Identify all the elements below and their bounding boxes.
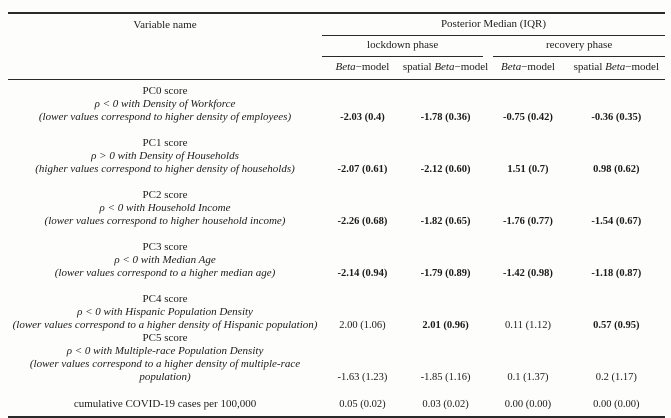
variable-correlation: ρ < 0 with Hispanic Population Density bbox=[77, 306, 253, 318]
spacer-cell bbox=[8, 50, 322, 57]
variable-correlation: ρ < 0 with Multiple-race Population Dens… bbox=[66, 345, 264, 357]
model-name-part: Beta bbox=[434, 61, 455, 73]
model-name-part: −model bbox=[521, 61, 555, 73]
value-recovery-beta: 1.51 (0.7) bbox=[507, 164, 549, 175]
model-name-part: Beta bbox=[335, 61, 356, 73]
column-header-lockdown-spatial-beta-model: spatial Beta−model bbox=[403, 57, 488, 79]
mid-rule bbox=[8, 79, 665, 80]
variable-note: (lower values correspond to higher densi… bbox=[38, 111, 292, 123]
model-name-part: spatial bbox=[402, 61, 435, 73]
value-lockdown-spatial-beta: -1.85 (1.16) bbox=[420, 372, 471, 383]
value-recovery-spatial-beta: 0.57 (0.95) bbox=[593, 320, 640, 331]
variable-correlation: ρ > 0 with Density of Households bbox=[91, 150, 239, 162]
value-recovery-spatial-beta: 0.2 (1.17) bbox=[595, 372, 637, 383]
column-header-posterior-median-iqr: Posterior Median (IQR) bbox=[322, 14, 665, 36]
table-row-pc2: PC2 score ρ < 0 with Household Income (l… bbox=[8, 189, 665, 228]
value-lockdown-beta: -2.03 (0.4) bbox=[340, 112, 385, 123]
table-row-cumulative-cases: cumulative COVID-19 cases per 100,000 0.… bbox=[8, 398, 665, 411]
model-name-part: −model bbox=[625, 61, 659, 73]
table-row-pc1: PC1 score ρ > 0 with Density of Househol… bbox=[8, 137, 665, 176]
spacer-cell bbox=[8, 70, 322, 79]
variable-note: (lower values correspond to a higher med… bbox=[54, 267, 276, 279]
value-lockdown-spatial-beta: -1.82 (0.65) bbox=[420, 216, 471, 227]
value-recovery-spatial-beta: -1.54 (0.67) bbox=[591, 216, 642, 227]
variable-correlation: ρ < 0 with Density of Workforce bbox=[94, 98, 236, 110]
variable-cell: PC5 score ρ < 0 with Multiple-race Popul… bbox=[8, 332, 322, 384]
variable-note: (lower values correspond to a higher den… bbox=[29, 358, 301, 383]
variable-title: PC4 score bbox=[142, 293, 188, 305]
header-row-phases: lockdown phase recovery phase bbox=[8, 36, 665, 57]
table-row-pc5: PC5 score ρ < 0 with Multiple-race Popul… bbox=[8, 332, 665, 384]
column-header-lockdown-beta-model: Beta−model bbox=[322, 57, 403, 79]
value-recovery-spatial-beta: -1.18 (0.87) bbox=[591, 268, 642, 279]
variable-correlation: ρ < 0 with Household Income bbox=[99, 202, 231, 214]
column-header-recovery-spatial-beta-model: spatial Beta−model bbox=[568, 57, 665, 79]
value-lockdown-spatial-beta: 0.03 (0.02) bbox=[422, 399, 469, 410]
value-lockdown-beta: 0.05 (0.02) bbox=[339, 399, 386, 410]
value-recovery-beta: -1.76 (0.77) bbox=[503, 216, 553, 227]
value-lockdown-beta: -2.26 (0.68) bbox=[337, 216, 388, 227]
column-header-recovery-beta-model: Beta−model bbox=[488, 57, 567, 79]
variable-title: PC2 score bbox=[142, 189, 188, 201]
model-name-part: Beta bbox=[501, 61, 522, 73]
value-lockdown-spatial-beta: 2.01 (0.96) bbox=[422, 320, 469, 331]
variable-note: (lower values correspond to higher house… bbox=[44, 215, 286, 227]
variable-cell: PC3 score ρ < 0 with Median Age (lower v… bbox=[8, 241, 322, 280]
header-row-models: Beta−model spatial Beta−model Beta−model… bbox=[8, 57, 665, 79]
header-row-top: Variable name Posterior Median (IQR) bbox=[8, 14, 665, 36]
model-name-part: Beta bbox=[605, 61, 626, 73]
value-lockdown-beta: -1.63 (1.23) bbox=[337, 372, 388, 383]
variable-cell: PC4 score ρ < 0 with Hispanic Population… bbox=[8, 293, 322, 332]
variable-title: cumulative COVID-19 cases per 100,000 bbox=[73, 398, 257, 410]
column-header-lockdown-phase: lockdown phase bbox=[322, 36, 484, 57]
value-recovery-spatial-beta: -0.36 (0.35) bbox=[591, 112, 642, 123]
variable-title: PC1 score bbox=[142, 137, 188, 149]
value-recovery-beta: 0.1 (1.37) bbox=[507, 372, 549, 383]
column-header-recovery-phase: recovery phase bbox=[493, 36, 665, 57]
model-name-part: −model bbox=[454, 61, 489, 73]
value-lockdown-beta: 2.00 (1.06) bbox=[339, 320, 386, 331]
variable-cell: cumulative COVID-19 cases per 100,000 bbox=[8, 398, 322, 411]
model-name-part: spatial bbox=[573, 61, 606, 73]
posterior-results-table: Variable name Posterior Median (IQR) loc… bbox=[8, 12, 665, 418]
variable-title: PC0 score bbox=[142, 85, 188, 97]
value-recovery-beta: 0.11 (1.12) bbox=[504, 320, 551, 331]
table-row-pc0: PC0 score ρ < 0 with Density of Workforc… bbox=[8, 85, 665, 124]
variable-cell: PC2 score ρ < 0 with Household Income (l… bbox=[8, 189, 322, 228]
value-recovery-beta: 0.00 (0.00) bbox=[504, 399, 552, 410]
value-recovery-spatial-beta: 0.98 (0.62) bbox=[593, 164, 640, 175]
value-recovery-beta: -1.42 (0.98) bbox=[503, 268, 553, 279]
top-rule bbox=[8, 12, 665, 14]
value-recovery-beta: -0.75 (0.42) bbox=[503, 112, 553, 123]
variable-note: (higher values correspond to higher dens… bbox=[35, 163, 295, 175]
variable-note: (lower values correspond to a higher den… bbox=[12, 319, 318, 331]
table-row-pc3: PC3 score ρ < 0 with Median Age (lower v… bbox=[8, 241, 665, 280]
value-lockdown-beta: -2.14 (0.94) bbox=[337, 268, 388, 279]
variable-correlation: ρ < 0 with Median Age bbox=[114, 254, 216, 266]
value-lockdown-spatial-beta: -2.12 (0.60) bbox=[420, 164, 471, 175]
variable-title: PC3 score bbox=[142, 241, 188, 253]
variable-cell: PC1 score ρ > 0 with Density of Househol… bbox=[8, 137, 322, 176]
value-lockdown-spatial-beta: -1.78 (0.36) bbox=[420, 112, 471, 123]
table-row-pc4: PC4 score ρ < 0 with Hispanic Population… bbox=[8, 293, 665, 332]
value-recovery-spatial-beta: 0.00 (0.00) bbox=[593, 399, 640, 410]
variable-cell: PC0 score ρ < 0 with Density of Workforc… bbox=[8, 85, 322, 124]
value-lockdown-beta: -2.07 (0.61) bbox=[337, 164, 388, 175]
model-name-part: −model bbox=[355, 61, 390, 73]
column-header-variable-name: Variable name bbox=[133, 19, 197, 31]
value-lockdown-spatial-beta: -1.79 (0.89) bbox=[420, 268, 471, 279]
variable-title: PC5 score bbox=[142, 332, 188, 344]
